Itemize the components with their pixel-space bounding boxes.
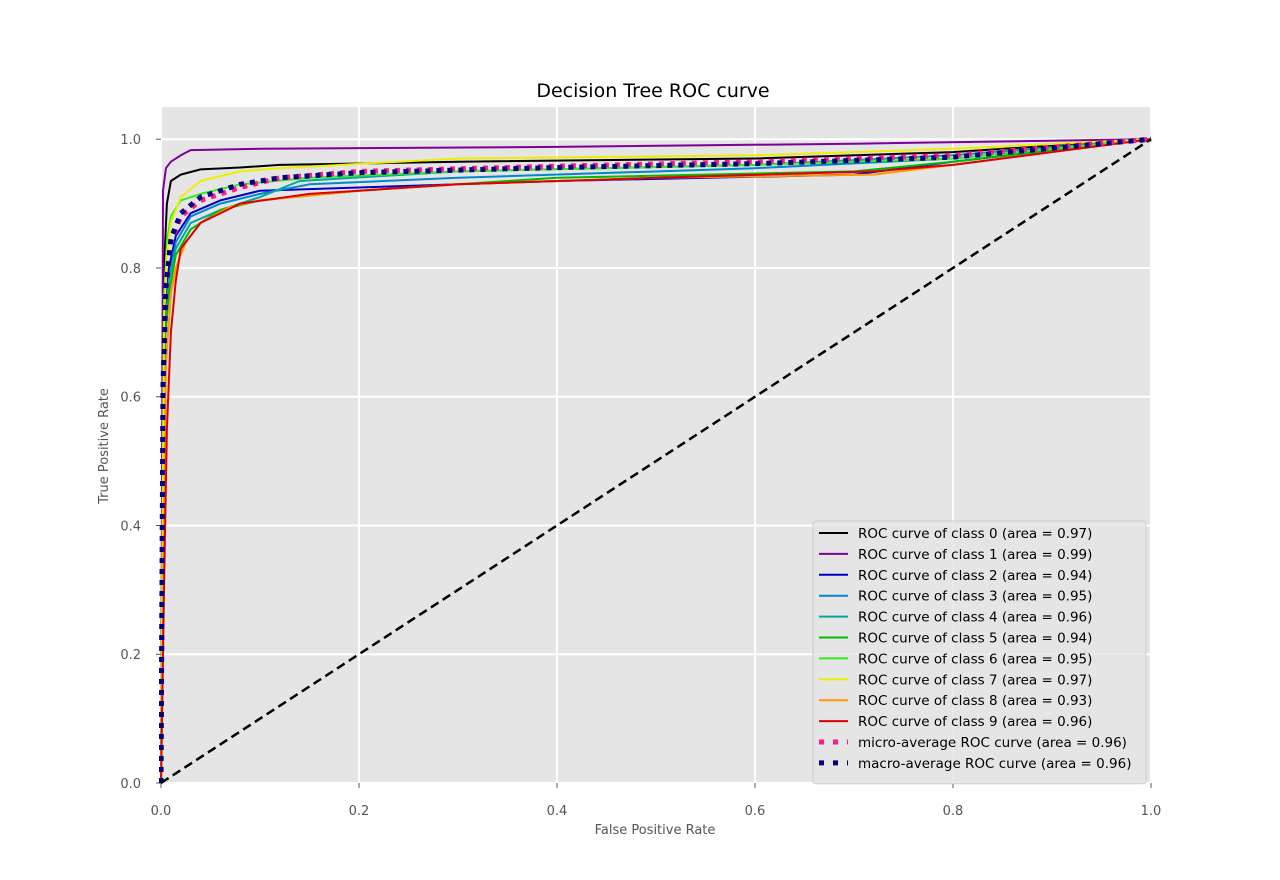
y-tick-label: 0.8 [120, 262, 141, 277]
y-axis-ticks: 0.0 0.2 0.4 0.6 0.8 1.0 [120, 133, 161, 792]
legend-label: ROC curve of class 2 (area = 0.94) [858, 568, 1092, 584]
legend: ROC curve of class 0 (area = 0.97) ROC cu… [812, 520, 1147, 785]
x-axis-ticks: 0.0 0.2 0.4 0.6 0.8 1.0 [151, 783, 1162, 819]
y-axis-title: True Positive Rate [97, 388, 112, 505]
x-tick-label: 0.6 [745, 804, 766, 819]
legend-label: ROC curve of class 5 (area = 0.94) [858, 631, 1092, 647]
roc-series-0 [160, 138, 1152, 784]
roc-series-11 [159, 136, 1152, 784]
legend-label: ROC curve of class 3 (area = 0.95) [858, 589, 1092, 605]
chance-diagonal [160, 138, 1152, 785]
roc-series-1 [160, 138, 1152, 784]
legend-label: ROC curve of class 7 (area = 0.97) [858, 672, 1092, 688]
legend-label: ROC curve of class 4 (area = 0.96) [858, 610, 1092, 626]
legend-label: ROC curve of class 0 (area = 0.97) [858, 526, 1092, 542]
legend-label: ROC curve of class 1 (area = 0.99) [858, 547, 1092, 563]
legend-label: ROC curve of class 8 (area = 0.93) [858, 693, 1092, 709]
y-tick-label: 0.4 [120, 519, 141, 534]
y-tick-label: 0.0 [120, 777, 141, 792]
legend-label: ROC curve of class 9 (area = 0.96) [858, 714, 1092, 730]
y-tick-label: 0.6 [120, 391, 141, 406]
x-tick-label: 0.2 [349, 804, 370, 819]
legend-label: micro-average ROC curve (area = 0.96) [858, 735, 1127, 751]
x-axis-title: False Positive Rate [595, 823, 716, 838]
chart-title: Decision Tree ROC curve [536, 80, 769, 102]
x-tick-label: 0.8 [943, 804, 964, 819]
legend-box [812, 520, 1147, 785]
roc-series-9 [160, 138, 1152, 784]
x-tick-label: 1.0 [1141, 804, 1162, 819]
legend-label: ROC curve of class 6 (area = 0.95) [858, 651, 1092, 667]
x-tick-label: 0.4 [547, 804, 568, 819]
legend-label: macro-average ROC curve (area = 0.96) [858, 756, 1131, 772]
series-group [159, 136, 1152, 785]
y-tick-label: 0.2 [120, 648, 141, 663]
x-tick-label: 0.0 [151, 804, 172, 819]
y-tick-label: 1.0 [120, 133, 141, 148]
